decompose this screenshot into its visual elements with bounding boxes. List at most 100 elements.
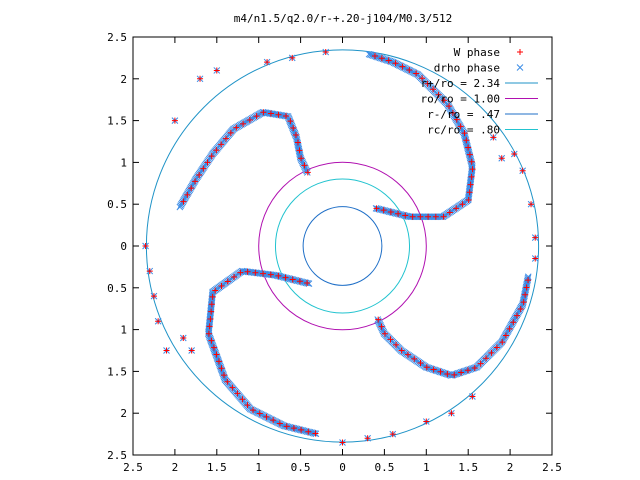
w-point bbox=[244, 402, 251, 409]
radius-circle bbox=[302, 206, 383, 286]
w-point bbox=[453, 205, 460, 212]
w-point bbox=[468, 158, 475, 165]
w-point bbox=[289, 54, 296, 61]
w-point bbox=[213, 351, 220, 358]
w-point bbox=[477, 360, 484, 367]
w-point bbox=[267, 271, 274, 278]
w-point bbox=[417, 213, 424, 220]
w-point bbox=[275, 111, 282, 118]
w-point bbox=[263, 413, 270, 420]
y-tick-labels: 2.5 2 1.5 1 0.5 0 0.5 1 1.5 2 2.5 bbox=[107, 31, 127, 462]
w-point bbox=[237, 269, 244, 276]
w-point bbox=[223, 135, 230, 142]
w-point bbox=[213, 67, 220, 74]
w-point bbox=[488, 349, 495, 356]
w-point bbox=[378, 55, 385, 62]
w-point bbox=[471, 364, 478, 371]
w-point bbox=[502, 332, 509, 339]
x-tick-label: 0.5 bbox=[374, 461, 394, 474]
w-point bbox=[200, 165, 207, 172]
legend-label: ro/ro = 1.00 bbox=[421, 93, 500, 106]
w-point bbox=[532, 234, 539, 241]
w-point bbox=[296, 278, 303, 285]
w-point bbox=[229, 384, 236, 391]
w-point bbox=[381, 330, 388, 337]
w-point bbox=[395, 210, 402, 217]
w-point bbox=[393, 341, 400, 348]
w-point bbox=[435, 91, 442, 98]
w-point bbox=[244, 268, 251, 275]
w-point bbox=[371, 53, 378, 59]
w-point bbox=[208, 308, 215, 315]
legend: W phase drho phase r+/ro = 2.34 ro/ro = 1.0… bbox=[421, 46, 538, 137]
w-point bbox=[398, 347, 405, 354]
w-point bbox=[207, 316, 214, 323]
w-point bbox=[290, 125, 297, 132]
w-point bbox=[424, 80, 431, 87]
w-point bbox=[234, 390, 241, 397]
w-point bbox=[440, 213, 447, 220]
w-point bbox=[432, 213, 439, 220]
w-point bbox=[425, 213, 432, 220]
w-point bbox=[171, 117, 178, 124]
w-point bbox=[150, 293, 157, 300]
w-point bbox=[464, 367, 471, 374]
w-point bbox=[180, 334, 187, 341]
x-tick-label: 1.5 bbox=[458, 461, 478, 474]
w-point bbox=[532, 255, 539, 262]
w-point bbox=[399, 63, 406, 70]
w-point bbox=[163, 347, 170, 354]
w-point bbox=[409, 213, 416, 220]
w-point bbox=[246, 116, 253, 123]
legend-label: W phase bbox=[454, 46, 500, 59]
w-point bbox=[466, 189, 473, 196]
drho-point bbox=[524, 273, 532, 281]
w-point bbox=[224, 378, 231, 385]
w-point bbox=[208, 337, 215, 344]
w-point bbox=[276, 420, 283, 427]
y-tick-label: 0 bbox=[120, 240, 127, 253]
w-point bbox=[196, 171, 203, 178]
w-point bbox=[364, 435, 371, 442]
w-point bbox=[221, 372, 228, 379]
w-point bbox=[208, 301, 215, 308]
w-point bbox=[283, 423, 290, 430]
w-point bbox=[437, 368, 444, 375]
w-point bbox=[389, 431, 396, 438]
w-point bbox=[493, 344, 500, 351]
x-tick-label: 2.5 bbox=[542, 461, 562, 474]
w-point bbox=[483, 355, 490, 362]
w-point bbox=[322, 49, 329, 56]
legend-label: rc/ro = .80 bbox=[427, 124, 500, 137]
w-point bbox=[304, 280, 311, 287]
w-point bbox=[298, 155, 305, 162]
w-point bbox=[209, 293, 216, 300]
w-point bbox=[466, 151, 473, 158]
w-point bbox=[296, 147, 303, 154]
chart-title: m4/n1.5/q2.0/r-+.20-j104/M0.3/512 bbox=[234, 12, 453, 25]
w-point bbox=[517, 305, 524, 312]
y-tick-label: 1.5 bbox=[107, 365, 127, 378]
legend-label: drho phase bbox=[434, 62, 500, 75]
w-point bbox=[305, 428, 312, 435]
x-tick-label: 0 bbox=[339, 461, 346, 474]
w-point bbox=[339, 439, 346, 446]
x-tick-label: 2 bbox=[172, 461, 179, 474]
y-tick-label: 0.5 bbox=[107, 282, 127, 295]
w-point bbox=[260, 109, 267, 116]
w-point bbox=[197, 75, 204, 82]
w-point bbox=[282, 274, 289, 281]
w-point bbox=[457, 123, 464, 130]
y-tick-label: 1 bbox=[120, 156, 127, 169]
w-point bbox=[430, 366, 437, 373]
w-point bbox=[252, 269, 259, 276]
w-point bbox=[224, 278, 231, 285]
w-point bbox=[444, 371, 451, 378]
w-point bbox=[256, 410, 263, 417]
w-point bbox=[227, 129, 234, 136]
w-point bbox=[446, 103, 453, 110]
drho-point bbox=[365, 50, 373, 58]
w-point bbox=[522, 291, 529, 298]
y-tick-label: 1.5 bbox=[107, 115, 127, 128]
